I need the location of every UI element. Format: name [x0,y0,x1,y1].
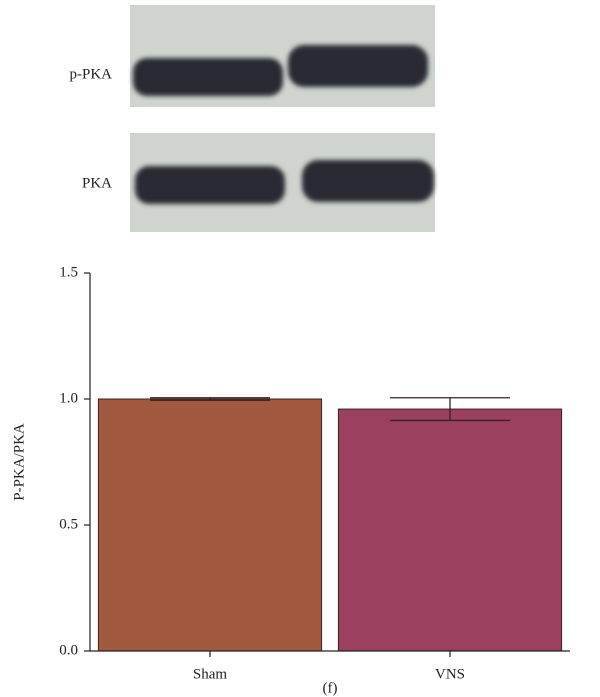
figure: p-PKA PKA P-PKA/PKA (f) 0.0 0.5 1.0 1.5 Sham… [0,0,600,697]
y-tick-label: 1.0 [59,390,78,406]
x-tick-label: Sham [193,666,228,682]
blot-band [302,160,434,202]
western-blot [130,5,435,232]
x-tick-label: VNS [435,666,465,682]
y-tick-label: 1.5 [59,264,78,280]
blot-label: p-PKA [69,66,112,82]
blot-band [288,45,428,87]
y-tick-label: 0.5 [59,516,78,532]
bar [98,399,321,651]
caption: (f) [323,680,338,696]
y-tick-label: 0.0 [59,642,78,658]
blot-label: PKA [82,175,112,191]
y-axis-label: P-PKA/PKA [11,423,27,501]
blot-band [133,58,283,96]
blot-band [135,166,285,204]
bar [338,409,561,651]
